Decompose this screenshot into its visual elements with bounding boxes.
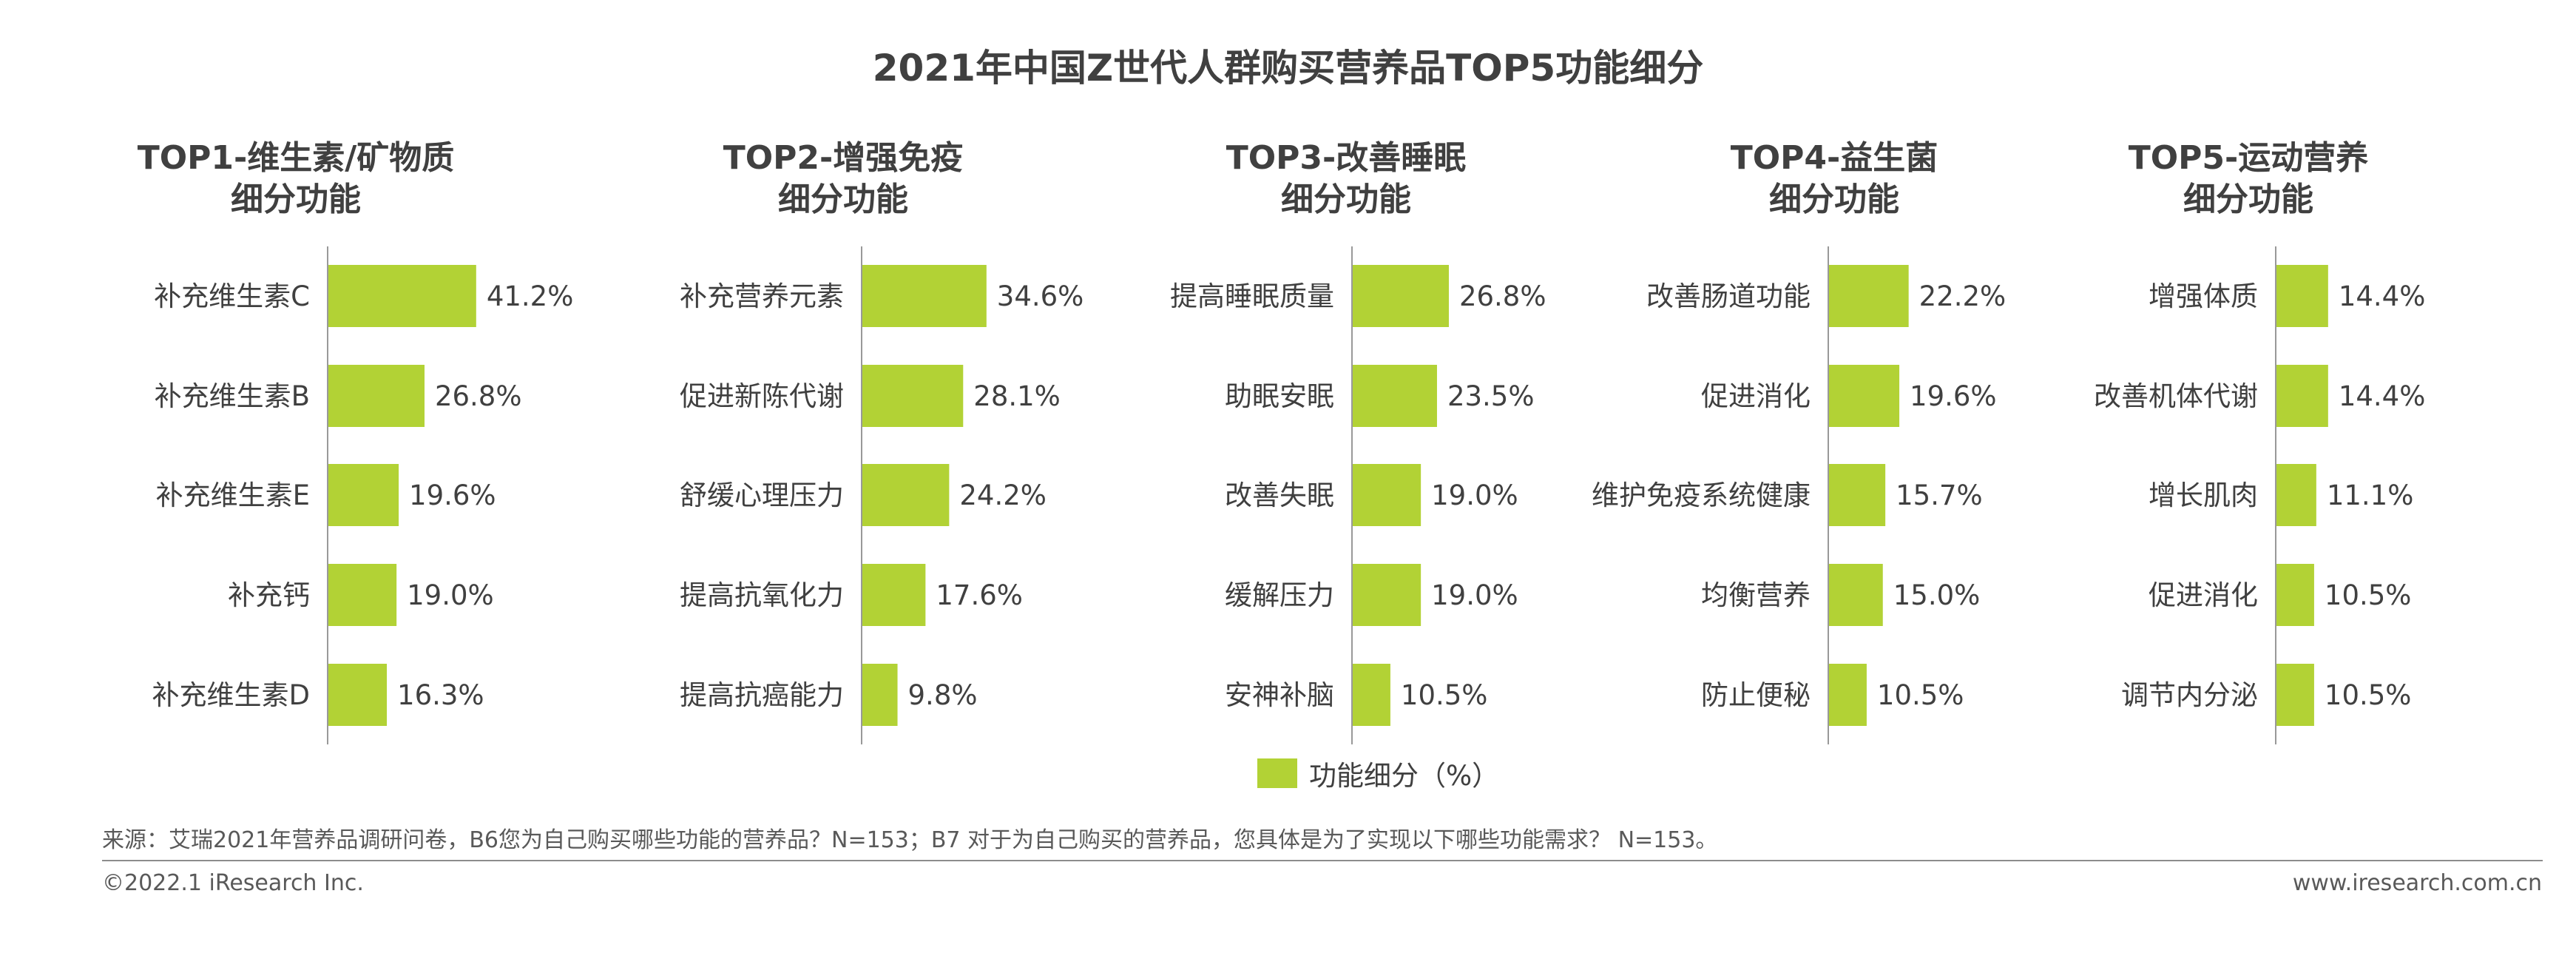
chart-5-value-label-5: 10.5% [2325, 679, 2412, 711]
chart-3-category-label-4: 缓解压力 [1225, 579, 1334, 611]
chart-3-category-label-1: 提高睡眠质量 [1170, 280, 1334, 312]
chart-3-category-label-5: 安神补脑 [1225, 679, 1334, 711]
chart-5-category-label-5: 调节内分泌 [2121, 679, 2258, 711]
chart-4-value-label-2: 19.6% [1910, 380, 1997, 412]
chart-4-category-label-1: 改善肠道功能 [1646, 280, 1811, 312]
chart-5-bar-4 [2276, 564, 2314, 626]
chart-2-bar-2 [862, 365, 964, 427]
chart-3-value-label-2: 23.5% [1447, 380, 1535, 412]
chart-3-bar-3 [1353, 464, 1421, 526]
chart-4-category-label-5: 防止便秘 [1701, 679, 1811, 711]
chart-1-value-label-4: 19.0% [407, 579, 494, 611]
chart-5-value-label-4: 10.5% [2325, 579, 2412, 611]
chart-5-category-label-2: 改善机体代谢 [2094, 380, 2258, 412]
legend-swatch [1257, 758, 1297, 788]
chart-2-value-label-1: 34.6% [997, 280, 1084, 312]
chart-4-title-line-2: 细分功能 [1769, 181, 1899, 218]
chart-2-category-label-2: 促进新陈代谢 [680, 380, 844, 412]
chart-5-bar-5 [2276, 664, 2314, 726]
chart-3-bar-2 [1353, 365, 1437, 427]
chart-2-bar-3 [862, 464, 950, 526]
copyright: ©2022.1 iResearch Inc. [102, 870, 364, 896]
chart-5-value-label-1: 14.4% [2339, 280, 2426, 312]
chart-1-bar-5 [328, 664, 388, 726]
chart-4-bar-5 [1829, 664, 1867, 726]
chart-1-value-label-3: 19.6% [409, 480, 496, 511]
chart-2-value-label-4: 17.6% [936, 579, 1023, 611]
chart-1-value-label-2: 26.8% [435, 380, 522, 412]
source-note: 来源：艾瑞2021年营养品调研问卷，B6您为自己购买哪些功能的营养品？N=153… [102, 827, 1718, 853]
legend-label: 功能细分（%） [1309, 760, 1500, 792]
chart-4-bar-2 [1829, 365, 1900, 427]
chart-4-bar-1 [1829, 265, 1909, 327]
chart-1-category-label-5: 补充维生素D [152, 679, 311, 711]
chart-1-title-line-1: TOP1-维生素/矿物质 [138, 139, 455, 177]
chart-3-title-line-1: TOP3-改善睡眠 [1226, 139, 1467, 177]
chart-2-category-label-5: 提高抗癌能力 [680, 679, 844, 711]
chart-3-bar-4 [1353, 564, 1421, 626]
chart-5-category-label-3: 增长肌肉 [2149, 480, 2258, 511]
chart-1-bar-2 [328, 365, 425, 427]
chart-5-category-label-4: 促进消化 [2149, 579, 2258, 611]
chart-1-value-label-5: 16.3% [397, 679, 484, 711]
chart-4-value-label-5: 10.5% [1877, 679, 1964, 711]
page-title: 2021年中国Z世代人群购买营养品TOP5功能细分 [872, 47, 1704, 90]
chart-4-category-label-4: 均衡营养 [1701, 579, 1811, 611]
chart-3-bar-1 [1353, 265, 1449, 327]
chart-1-bar-4 [328, 564, 397, 626]
chart-1-value-label-1: 41.2% [487, 280, 574, 312]
chart-5-bar-3 [2276, 464, 2316, 526]
chart-2-value-label-5: 9.8% [908, 679, 978, 711]
chart-2-title-line-1: TOP2-增强免疫 [723, 139, 964, 177]
chart-3-title-line-2: 细分功能 [1281, 181, 1411, 218]
chart-3-bar-5 [1353, 664, 1390, 726]
chart-4-bar-3 [1829, 464, 1886, 526]
chart-2-title-line-2: 细分功能 [778, 181, 908, 218]
chart-5-title-line-2: 细分功能 [2183, 181, 2313, 218]
chart-3-category-label-2: 助眠安眠 [1225, 380, 1334, 412]
chart-1-title-line-2: 细分功能 [231, 181, 361, 218]
chart-5-category-label-1: 增强体质 [2149, 280, 2258, 312]
chart-2-category-label-1: 补充营养元素 [680, 280, 844, 312]
chart-5-bar-1 [2276, 265, 2328, 327]
chart-1-category-label-3: 补充维生素E [156, 480, 310, 511]
chart-1-bar-1 [328, 265, 476, 327]
chart-1-category-label-1: 补充维生素C [154, 280, 310, 312]
chart-3-value-label-4: 19.0% [1431, 579, 1518, 611]
chart-4-category-label-3: 维护免疫系统健康 [1592, 480, 1811, 511]
chart-4-value-label-4: 15.0% [1893, 579, 1981, 611]
chart-2-bar-4 [862, 564, 926, 626]
chart-4-value-label-3: 15.7% [1896, 480, 1983, 511]
chart-1-category-label-4: 补充钙 [228, 579, 310, 611]
chart-3-value-label-5: 10.5% [1401, 679, 1488, 711]
chart-3-value-label-1: 26.8% [1459, 280, 1546, 312]
chart-5-title-line-1: TOP5-运动营养 [2129, 139, 2369, 177]
chart-1-category-label-2: 补充维生素B [155, 380, 310, 412]
chart-5-bar-2 [2276, 365, 2328, 427]
chart-2-category-label-3: 舒缓心理压力 [680, 480, 844, 511]
chart-4-value-label-1: 22.2% [1919, 280, 2007, 312]
footer-divider [102, 860, 2543, 861]
chart-2-value-label-2: 28.1% [973, 380, 1061, 412]
chart-2-value-label-3: 24.2% [959, 480, 1047, 511]
chart-2-bar-1 [862, 265, 987, 327]
chart-4-bar-4 [1829, 564, 1883, 626]
chart-5-value-label-2: 14.4% [2339, 380, 2426, 412]
chart-4-category-label-2: 促进消化 [1701, 380, 1811, 412]
chart-3-category-label-3: 改善失眠 [1225, 480, 1334, 511]
chart-1-bar-3 [328, 464, 399, 526]
chart-3-value-label-3: 19.0% [1431, 480, 1518, 511]
legend: 功能细分（%） [1257, 755, 1499, 792]
chart-2-category-label-4: 提高抗氧化力 [680, 579, 844, 611]
website-url: www.iresearch.com.cn [2292, 870, 2542, 896]
chart-4-title-line-1: TOP4-益生菌 [1731, 139, 1938, 177]
chart-2-bar-5 [862, 664, 898, 726]
chart-5-value-label-3: 11.1% [2327, 480, 2414, 511]
